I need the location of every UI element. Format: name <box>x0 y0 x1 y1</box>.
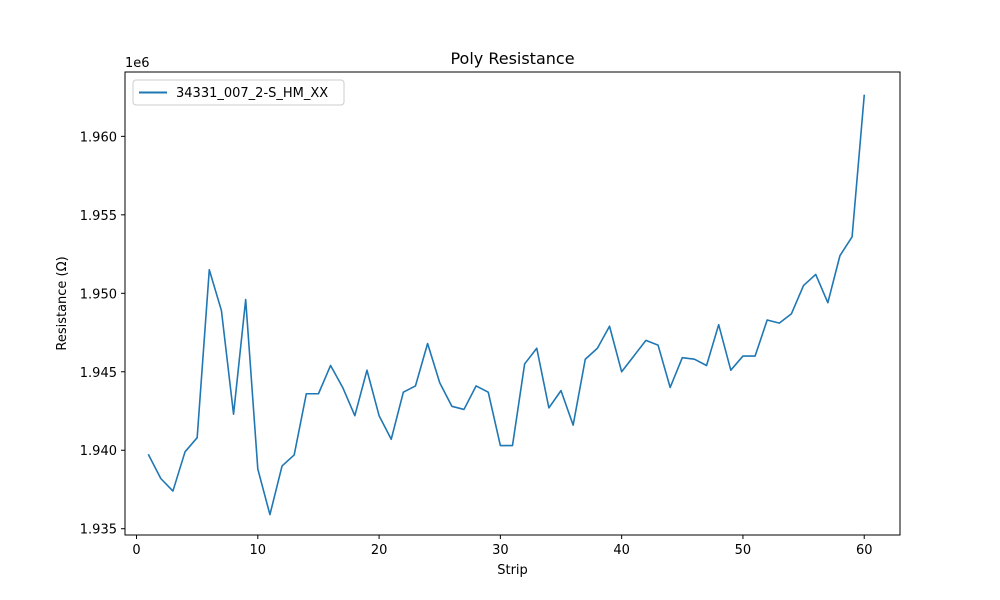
x-axis-ticks: 0 10 20 30 40 50 60 <box>132 535 872 558</box>
y-tick-label: 1.950 <box>80 287 117 302</box>
x-tick-label: 60 <box>856 543 873 558</box>
legend-label: 34331_007_2-S_HM_XX <box>176 86 328 101</box>
x-tick-label: 30 <box>492 543 509 558</box>
y-tick-label: 1.945 <box>80 366 117 381</box>
y-axis-ticks: 1.935 1.940 1.945 1.950 1.955 1.960 <box>80 130 125 538</box>
y-tick-label: 1.960 <box>80 130 117 145</box>
x-tick-label: 20 <box>371 543 388 558</box>
y-tick-label: 1.935 <box>80 523 117 538</box>
legend: 34331_007_2-S_HM_XX <box>132 79 345 106</box>
y-offset-label: 1e6 <box>125 56 150 71</box>
x-axis-label: Strip <box>497 563 528 578</box>
plot-area <box>125 72 900 535</box>
y-tick-label: 1.955 <box>80 209 117 224</box>
x-tick-label: 0 <box>132 543 140 558</box>
legend-box <box>132 79 345 106</box>
chart-title: Poly Resistance <box>450 49 574 68</box>
x-tick-label: 40 <box>613 543 630 558</box>
series-line <box>147 94 866 516</box>
series-layer <box>147 94 866 516</box>
x-tick-label: 10 <box>250 543 267 558</box>
x-tick-label: 50 <box>735 543 752 558</box>
y-tick-label: 1.940 <box>80 444 117 459</box>
plot-frame <box>124 71 901 536</box>
y-axis-label: Resistance (Ω) <box>55 256 70 350</box>
